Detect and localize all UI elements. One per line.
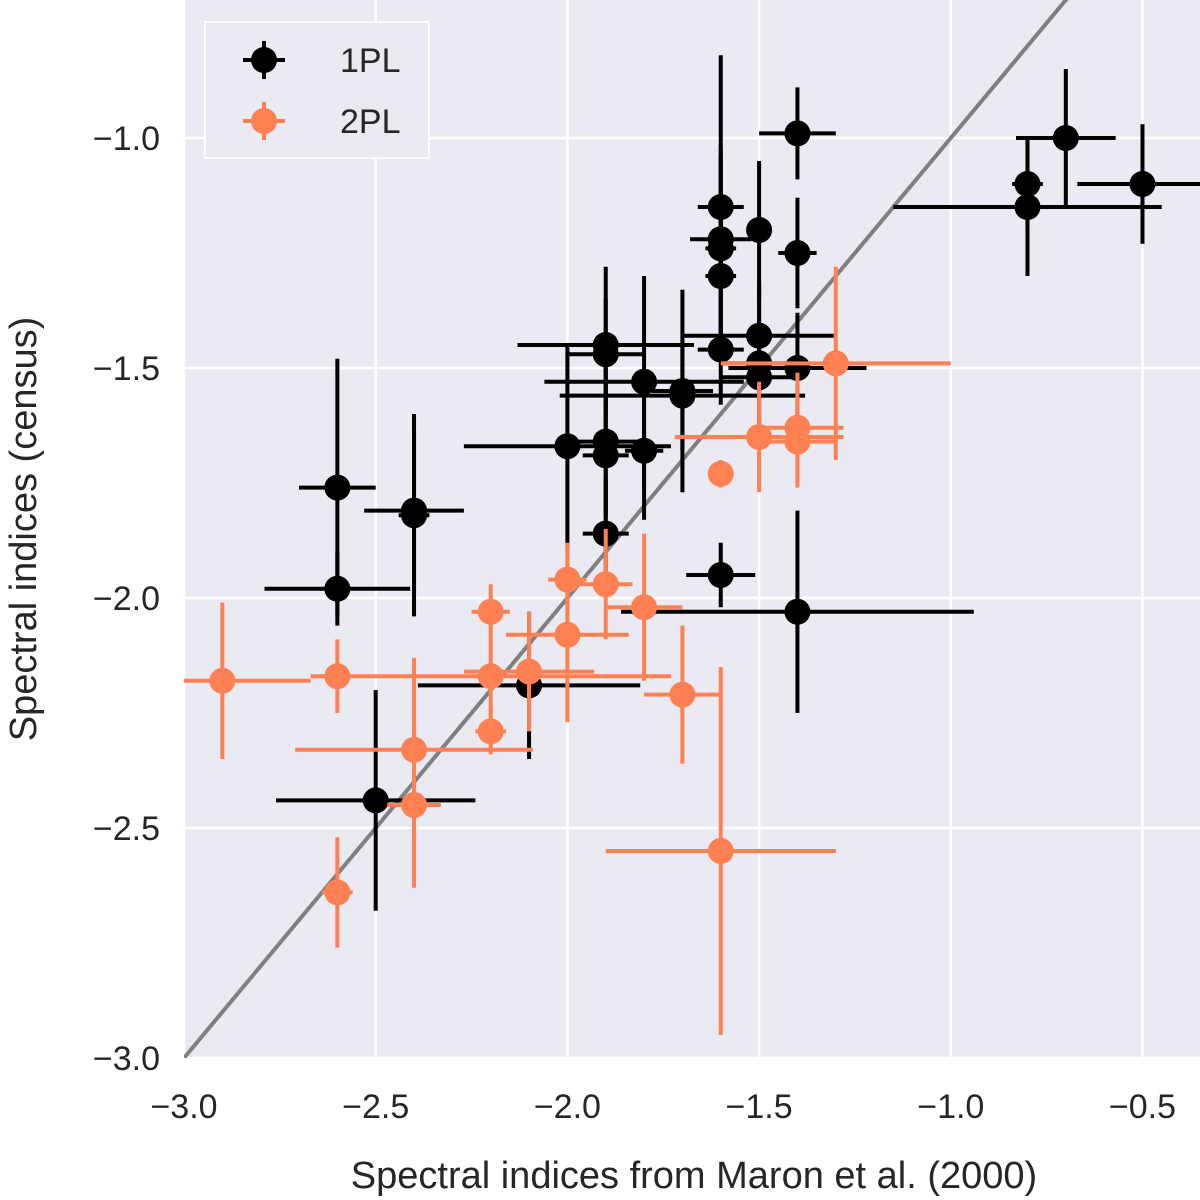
legend-item-1pl: 1PL: [243, 41, 401, 80]
data-point: [475, 708, 507, 755]
x-tick-label: −3.0: [150, 1088, 217, 1126]
point-marker: [707, 838, 734, 864]
point-marker: [746, 424, 773, 450]
data-point: [759, 395, 836, 488]
y-tick-label: −1.0: [93, 120, 160, 158]
data-point: [605, 533, 683, 681]
legend: 1PL 2PL: [204, 21, 430, 159]
data-point: [1077, 124, 1200, 244]
point-marker: [516, 658, 543, 685]
point-marker: [631, 594, 658, 621]
y-tick-label: −2.5: [93, 810, 160, 848]
data-point: [506, 547, 629, 723]
data-point: [624, 381, 664, 520]
point-marker: [477, 718, 504, 745]
point-marker: [401, 502, 428, 529]
data-point: [264, 552, 411, 626]
data-point: [322, 837, 353, 948]
point-marker: [1014, 194, 1041, 220]
legend-marker: [251, 47, 277, 73]
legend-frame: [204, 21, 430, 159]
x-tick-label: −1.5: [726, 1088, 793, 1126]
point-marker: [631, 437, 658, 464]
y-axis-title: Spectral indices (census): [3, 317, 45, 742]
data-point: [621, 510, 974, 713]
data-point: [387, 722, 441, 888]
data-point: [707, 460, 734, 488]
point-marker: [707, 336, 734, 363]
point-marker: [592, 442, 619, 469]
y-tick-labels: −3.0 −2.5 −2.0 −1.5 −1.0: [93, 120, 160, 1078]
point-marker: [707, 263, 734, 289]
point-marker: [746, 217, 773, 243]
series-2pl: [184, 266, 951, 1035]
point-marker: [324, 474, 351, 501]
x-axis-title: Spectral indices from Maron et al. (2000…: [351, 1155, 1037, 1197]
point-marker: [362, 787, 389, 814]
point-marker: [554, 433, 581, 460]
point-marker: [784, 428, 811, 455]
point-marker: [669, 382, 696, 409]
y-tick-label: −2.0: [93, 580, 160, 618]
legend-marker: [251, 108, 277, 134]
legend-label: 1PL: [340, 42, 401, 80]
data-point: [559, 340, 806, 451]
point-marker: [784, 598, 811, 625]
point-marker: [1129, 171, 1156, 197]
point-marker: [784, 240, 811, 266]
y-tick-label: −1.5: [93, 350, 160, 388]
data-point: [471, 584, 510, 640]
y-tick-label: −3.0: [93, 1040, 160, 1078]
point-marker: [746, 364, 773, 391]
point-marker: [707, 562, 734, 588]
data-point: [686, 542, 756, 608]
legend-label: 2PL: [340, 103, 401, 141]
data-point: [184, 602, 311, 759]
x-tick-label: −2.5: [342, 1088, 409, 1126]
data-point: [697, 294, 744, 405]
point-marker: [784, 120, 811, 147]
data-point: [759, 87, 836, 180]
data-point: [276, 690, 476, 911]
point-marker: [209, 667, 236, 694]
point-marker: [477, 663, 504, 690]
data-point: [746, 161, 773, 299]
point-marker: [1052, 125, 1079, 151]
data-point: [644, 625, 721, 764]
point-marker: [669, 681, 696, 708]
x-tick-label: −0.5: [1109, 1088, 1176, 1126]
point-marker: [401, 792, 428, 818]
data-point: [778, 197, 817, 309]
data-point: [398, 414, 430, 617]
point-marker: [592, 571, 619, 598]
x-tick-label: −1.0: [917, 1088, 984, 1126]
data-point: [1015, 69, 1116, 207]
data-point: [578, 529, 633, 640]
point-marker: [822, 350, 849, 377]
point-marker: [707, 460, 734, 487]
point-marker: [554, 621, 581, 648]
point-marker: [324, 879, 351, 906]
legend-item-2pl: 2PL: [243, 102, 401, 141]
series-layer: [184, 55, 1200, 1035]
x-tick-label: −2.0: [534, 1088, 601, 1126]
data-point: [310, 639, 671, 713]
x-tick-labels: −3.0 −2.5 −2.0 −1.5 −1.0 −0.5: [150, 1088, 1176, 1126]
point-marker: [477, 598, 504, 625]
data-point: [893, 138, 1162, 276]
data-point: [605, 667, 836, 1035]
point-marker: [324, 575, 351, 602]
